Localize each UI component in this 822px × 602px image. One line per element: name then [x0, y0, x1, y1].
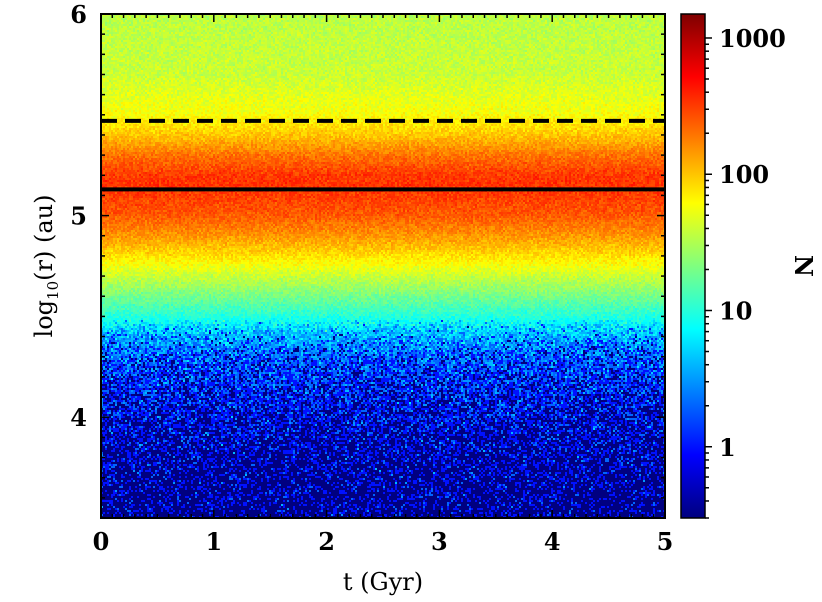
x-tick-label: 1: [205, 527, 222, 556]
x-tick-label: 3: [431, 527, 448, 556]
x-axis: 0 1 2 3 4 5: [93, 14, 674, 556]
colorbar-tick-label: 1: [719, 433, 736, 462]
y-tick-label: 6: [70, 0, 87, 29]
colorbar-tick-label: 10: [719, 297, 752, 326]
y-axis-title-subscript: 10: [44, 281, 62, 300]
y-axis-title: log10(r) (au): [30, 195, 62, 338]
colorbar: [680, 13, 706, 519]
colorbar-tick-label: 1000: [719, 24, 786, 53]
colorbar-title: N: [789, 255, 818, 277]
y-tick-label: 5: [70, 202, 87, 231]
x-tick-label: 2: [318, 527, 335, 556]
x-tick-label: 0: [93, 527, 110, 556]
y-axis-title-rest: (r) (au): [30, 195, 58, 281]
heatmap-cells: [101, 14, 665, 518]
x-axis-title: t (Gyr): [343, 568, 423, 596]
x-tick-label: 4: [544, 527, 561, 556]
y-axis-title-base: log: [30, 300, 58, 338]
reference-lines: [101, 118, 665, 192]
y-axis: 4 5 6: [70, 0, 665, 519]
x-tick-label: 5: [657, 527, 674, 556]
colorbar-tick-label: 100: [719, 160, 769, 189]
heatmap-plot-area: [101, 14, 665, 518]
y-tick-label: 4: [70, 403, 87, 432]
colorbar-axis: 1 10 100 1000: [705, 24, 786, 519]
